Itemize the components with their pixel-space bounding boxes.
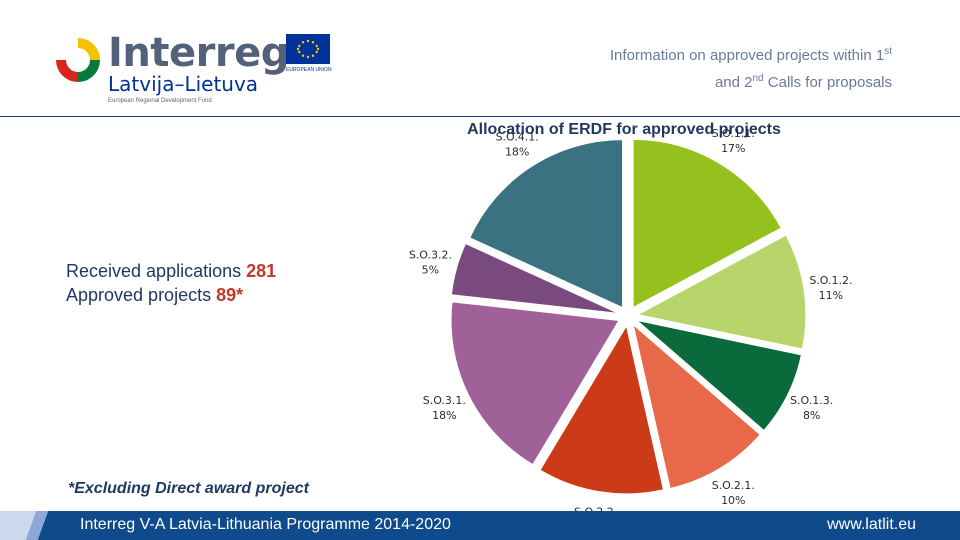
slice-code-label: S.O.3.2.	[409, 248, 452, 261]
logo-tagline: European Regional Development Fund	[108, 98, 212, 104]
pie-slice-s-o-2-1	[632, 323, 761, 490]
slice-percent-label: 18%	[432, 409, 456, 422]
slice-code-label: S.O.3.1.	[423, 394, 466, 407]
approved-projects: Approved projects 89*	[66, 285, 244, 305]
header-divider	[0, 116, 960, 117]
pie-slice-s-o-4-1	[469, 139, 624, 309]
received-applications: Received applications 281	[66, 261, 277, 281]
pie-slice-s-o-1-1	[632, 138, 782, 309]
pie-slice-s-o-2-2	[539, 324, 665, 495]
slice-percent-label: 8%	[803, 409, 820, 422]
pie-slice-s-o-1-2	[636, 234, 807, 350]
footer-bar	[0, 511, 960, 540]
logo-subtitle: Latvija–Lietuva	[108, 72, 259, 96]
slice-code-label: S.O.1.1.	[712, 127, 755, 140]
application-stats: Received applications 281 Approved proje…	[66, 259, 276, 307]
interreg-logo: Interreg Latvija–Lietuva European Region…	[50, 28, 340, 118]
footnote: *Excluding Direct award project	[68, 480, 309, 497]
slice-percent-label: 10%	[721, 494, 745, 507]
footer-website-link[interactable]: www.latlit.eu	[827, 516, 916, 533]
interreg-swirl-icon	[56, 38, 100, 82]
slice-code-label: S.O.4.1.	[496, 131, 539, 144]
slice-code-label: S.O.1.2.	[809, 274, 852, 287]
footer-chevron	[0, 511, 70, 540]
logo-wordmark: Interreg	[108, 30, 289, 76]
pie-slice-s-o-3-2	[450, 242, 619, 314]
pie-slice-s-o-3-1	[450, 301, 620, 466]
eu-label: EUROPEAN UNION	[286, 67, 332, 73]
slice-percent-label: 11%	[819, 289, 843, 302]
footer-programme: Interreg V-A Latvia-Lithuania Programme …	[80, 516, 451, 533]
slice-percent-label: 5%	[422, 263, 439, 276]
page-title: Information on approved projects within …	[609, 46, 892, 91]
slice-percent-label: 18%	[505, 146, 529, 159]
slice-percent-label: 17%	[721, 142, 745, 155]
eu-flag-icon	[286, 34, 330, 64]
chart-title: Allocation of ERDF for approved projects	[467, 121, 781, 138]
slice-code-label: S.O.2.1.	[712, 479, 755, 492]
pie-slice-s-o-1-3	[635, 319, 802, 432]
slice-code-label: S.O.1.3.	[790, 394, 833, 407]
